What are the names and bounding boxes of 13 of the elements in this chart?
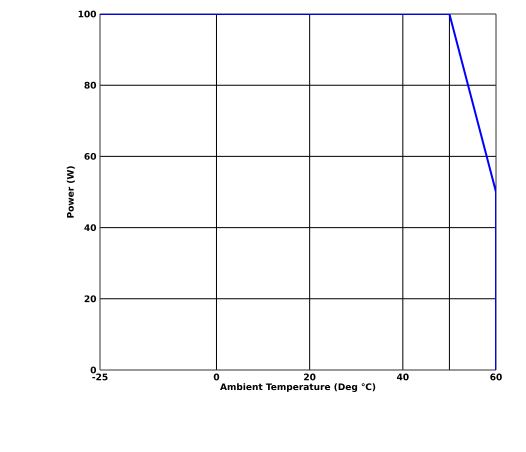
- x-tick-label: 0: [214, 374, 220, 380]
- x-tick-label: 20: [304, 374, 316, 380]
- x-axis-title: Ambient Temperature (Deg ℃): [220, 383, 376, 392]
- x-tick-label: 60: [490, 374, 502, 380]
- y-tick-label: 0: [90, 366, 96, 374]
- y-tick-label: 40: [84, 224, 96, 231]
- y-axis-title: Power (W): [66, 166, 75, 218]
- y-tick-label: 100: [78, 10, 96, 18]
- y-tick-label: 20: [84, 295, 96, 302]
- x-tick-label: 40: [396, 374, 409, 380]
- x-tick-label: -25: [92, 374, 108, 380]
- y-tick-label: 60: [84, 152, 96, 160]
- y-tick-label: 80: [84, 82, 96, 89]
